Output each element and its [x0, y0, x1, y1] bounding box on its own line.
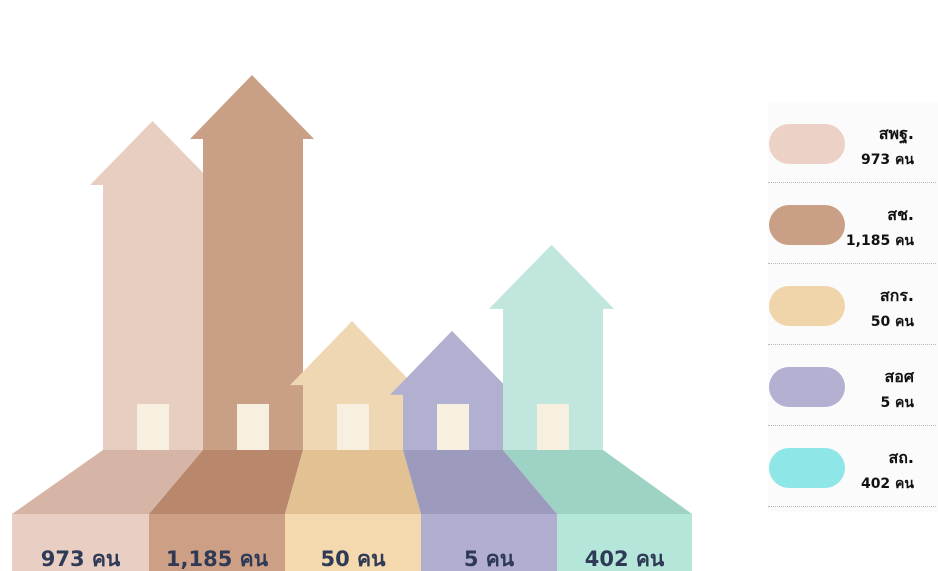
house-window-0 [137, 404, 169, 450]
legend-value-3: 5 คน [880, 395, 914, 411]
house-window-3 [437, 404, 469, 450]
platform-front-1 [149, 514, 285, 571]
legend-swatch-0 [769, 124, 845, 164]
legend-swatch-3 [769, 367, 845, 407]
legend-name-2: สกร. [879, 286, 914, 305]
house-window-1 [237, 404, 269, 450]
bar-label-1: 1,185 คน [166, 547, 269, 571]
houses-layer [90, 75, 614, 450]
legend-value-1: 1,185 คน [845, 233, 914, 249]
platform-layer [12, 450, 692, 571]
legend-name-1: สช. [887, 205, 914, 224]
bar-label-3: 5 คน [464, 547, 515, 571]
legend-item-3: สอศ 5 คน [768, 345, 936, 426]
legend-item-4: สถ. 402 คน [768, 426, 936, 507]
platform-top-1 [149, 450, 303, 514]
legend-swatch-4 [769, 448, 845, 488]
platform-front-0 [12, 514, 149, 571]
platform-front-3 [421, 514, 557, 571]
bar-label-2: 50 คน [321, 547, 387, 571]
platform-front-4 [557, 514, 692, 571]
legend-item-2: สกร. 50 คน [768, 264, 936, 345]
platform-top-4 [503, 450, 692, 514]
platform-front-2 [285, 514, 421, 571]
house-roof-1 [190, 75, 314, 139]
legend-swatch-2 [769, 286, 845, 326]
house-roof-4 [489, 244, 614, 309]
bar-labels-layer: 973 คน 1,185 คน 50 คน 5 คน 402 คน [41, 547, 665, 571]
house-roof-2 [290, 321, 414, 386]
house-window-2 [337, 404, 369, 450]
legend-name-4: สถ. [888, 448, 914, 467]
legend-item-1: สช. 1,185 คน [768, 183, 936, 264]
legend: สพฐ. 973 คน สช. 1,185 คน สกร. 50 คน สอศ … [768, 102, 938, 512]
legend-value-2: 50 คน [870, 314, 914, 330]
platform-top-2 [285, 450, 421, 514]
house-body-1 [203, 138, 303, 450]
house-window-4 [537, 404, 569, 450]
legend-value-0: 973 คน [860, 152, 914, 168]
legend-name-0: สพฐ. [878, 124, 914, 143]
legend-value-4: 402 คน [860, 476, 914, 492]
legend-swatch-1 [769, 205, 845, 245]
house-roof-0 [90, 120, 215, 185]
bar-label-0: 973 คน [41, 547, 121, 571]
house-roof-3 [390, 330, 514, 395]
platform-top-0 [12, 450, 203, 514]
platform-top-3 [403, 450, 557, 514]
legend-name-3: สอศ [884, 367, 914, 386]
bar-label-4: 402 คน [585, 547, 665, 571]
legend-item-0: สพฐ. 973 คน [768, 102, 936, 183]
